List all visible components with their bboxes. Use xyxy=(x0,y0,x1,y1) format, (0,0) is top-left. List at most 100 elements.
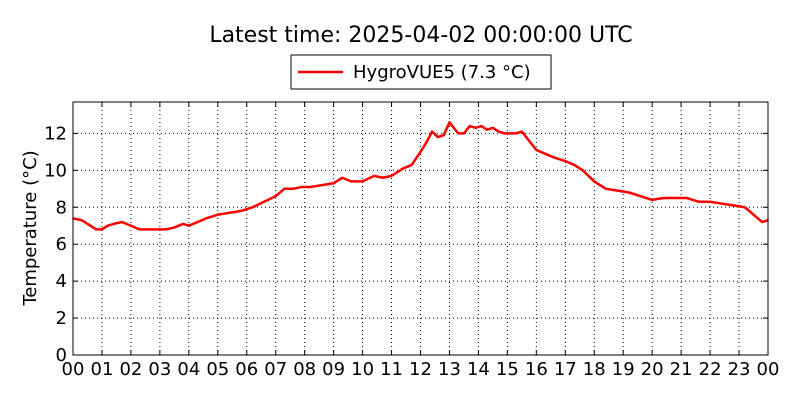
data-point xyxy=(486,128,488,131)
y-tick-label: 4 xyxy=(56,271,67,292)
legend-label: HygroVUE5 (7.3 °C) xyxy=(353,62,531,83)
x-tick-label: 02 xyxy=(119,359,142,380)
data-point xyxy=(263,200,266,203)
data-point xyxy=(761,221,764,223)
x-tick-label: 08 xyxy=(293,359,316,380)
x-tick-label: 05 xyxy=(206,359,229,380)
data-point xyxy=(457,132,460,135)
data-point xyxy=(573,163,575,166)
data-point xyxy=(442,134,445,137)
data-point xyxy=(720,202,723,205)
data-point xyxy=(309,186,312,188)
x-tick-label: 13 xyxy=(438,359,461,380)
data-point xyxy=(436,136,439,138)
data-point xyxy=(419,150,422,153)
data-point xyxy=(274,195,277,198)
data-point xyxy=(451,125,454,127)
x-tick-label: 21 xyxy=(670,359,693,380)
data-point xyxy=(95,228,98,231)
data-point xyxy=(686,197,688,199)
data-point xyxy=(529,141,532,144)
x-tick-label: 10 xyxy=(351,359,374,380)
data-point xyxy=(697,200,700,203)
data-point xyxy=(448,121,451,124)
data-point xyxy=(130,224,132,227)
chart-title: Latest time: 2025-04-02 00:00:00 UTC xyxy=(209,23,632,48)
data-point xyxy=(581,169,584,172)
data-point xyxy=(616,189,619,192)
x-tick-label: 20 xyxy=(641,359,664,380)
x-tick-label: 19 xyxy=(612,359,635,380)
data-point xyxy=(205,217,208,220)
data-point xyxy=(425,141,428,144)
y-tick-label: 12 xyxy=(44,123,67,144)
series-layer xyxy=(72,121,769,231)
data-point xyxy=(182,222,184,225)
data-point xyxy=(520,130,523,133)
x-tick-label: 07 xyxy=(264,359,287,380)
data-point xyxy=(535,149,538,151)
y-tick-label: 10 xyxy=(44,160,67,181)
data-point xyxy=(410,163,413,166)
y-tick-label: 2 xyxy=(56,308,67,329)
data-point xyxy=(402,167,405,170)
x-tick-label: 17 xyxy=(554,359,577,380)
data-point xyxy=(292,187,294,190)
tick-layer: 00 01 02 03 0 4 05 06 07 08 09 10 11 12 13 14 15 16 17 18 19… xyxy=(44,102,779,380)
data-point xyxy=(361,180,364,183)
data-point xyxy=(121,221,124,223)
data-point xyxy=(628,191,630,194)
data-point xyxy=(196,221,199,223)
data-point xyxy=(468,125,471,127)
x-tick-label: 14 xyxy=(467,359,490,380)
data-point xyxy=(604,187,607,190)
x-tick-label: 00 xyxy=(757,359,780,380)
data-point xyxy=(497,130,500,133)
data-point xyxy=(474,126,477,129)
data-point xyxy=(662,197,665,199)
x-tick-label: 15 xyxy=(496,359,519,380)
y-tick-label: 0 xyxy=(56,345,67,366)
x-tick-label: 16 xyxy=(525,359,548,380)
data-point xyxy=(390,174,393,177)
x-tick-label: 11 xyxy=(380,359,403,380)
data-point xyxy=(593,180,596,183)
data-point xyxy=(80,219,83,222)
data-point xyxy=(138,228,141,231)
y-tick-label: 6 xyxy=(56,234,67,255)
data-point xyxy=(101,228,103,231)
x-tick-label: 09 xyxy=(322,359,345,380)
data-point xyxy=(674,197,677,199)
x-tick-label: 18 xyxy=(583,359,606,380)
data-point xyxy=(492,126,494,129)
data-point xyxy=(156,228,158,231)
x-tick-label: 01 xyxy=(91,359,114,380)
x-tick-label: 00 xyxy=(62,359,85,380)
data-point xyxy=(283,187,286,190)
data-point xyxy=(106,224,109,227)
data-point xyxy=(552,156,555,159)
data-point xyxy=(639,195,642,198)
data-point xyxy=(431,130,433,133)
grid-layer xyxy=(73,102,768,355)
data-point xyxy=(709,200,711,203)
x-tick-label: 06 xyxy=(235,359,258,380)
x-tick-label: 23 xyxy=(728,359,751,380)
data-point xyxy=(321,184,323,187)
data-point xyxy=(651,198,654,201)
x-tick-label: 12 xyxy=(409,359,432,380)
y-tick-label: 8 xyxy=(56,197,67,218)
data-point xyxy=(732,204,735,207)
data-point xyxy=(463,132,465,135)
y-axis-label: Temperature (°C) xyxy=(20,150,41,306)
data-point xyxy=(228,211,231,214)
data-point xyxy=(112,222,115,225)
x-tick-label: 03 xyxy=(148,359,171,380)
data-point xyxy=(216,213,219,216)
data-point xyxy=(187,224,190,227)
data-point xyxy=(564,160,567,162)
data-point xyxy=(147,228,150,231)
data-point xyxy=(341,176,344,179)
